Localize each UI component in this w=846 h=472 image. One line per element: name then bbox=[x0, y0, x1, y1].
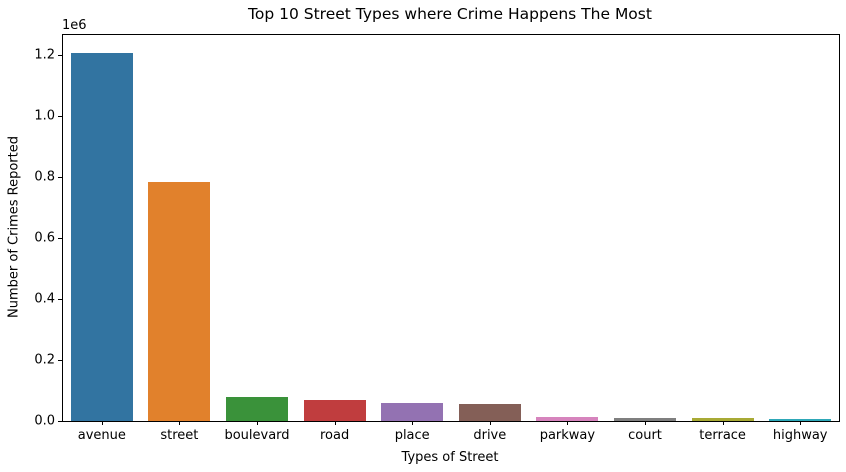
bar-court bbox=[613, 417, 677, 421]
y-tick-mark-0.8 bbox=[58, 176, 62, 178]
x-tick-mark-street bbox=[179, 421, 181, 425]
x-tick-mark-boulevard bbox=[257, 421, 258, 425]
y-tick-label-0.6: 0.6 bbox=[34, 230, 55, 246]
plot-area: 1e6 avenue street boulevard road place drive p… bbox=[34, 18, 840, 443]
x-tick-label-street: street bbox=[160, 428, 199, 443]
x-tick-mark-avenue bbox=[101, 421, 103, 425]
x-tick-label-parkway: parkway bbox=[539, 428, 596, 443]
x-tick-label-boulevard: boulevard bbox=[224, 428, 290, 443]
bar-road bbox=[303, 399, 366, 421]
x-tick-mark-terrace bbox=[722, 421, 724, 425]
y-tick-label-1.2: 1.2 bbox=[34, 47, 55, 63]
bar-parkway bbox=[536, 417, 599, 421]
x-tick-mark-road bbox=[334, 421, 336, 425]
bar-street bbox=[148, 182, 211, 421]
bar-place bbox=[381, 402, 444, 421]
x-tick-label-terrace: terrace bbox=[699, 428, 746, 443]
x-tick-label-road: road bbox=[319, 428, 350, 443]
y-axis-offset-label: 1e6 bbox=[62, 18, 87, 33]
y-tick-mark-1.0 bbox=[58, 115, 62, 117]
x-tick-mark-drive bbox=[489, 421, 491, 425]
y-tick-label-0.4: 0.4 bbox=[34, 291, 55, 307]
bar-terrace bbox=[691, 418, 754, 421]
x-tick-label-highway: highway bbox=[772, 428, 828, 443]
chart-title: Top 10 Street Types where Crime Happens … bbox=[248, 5, 652, 23]
y-tick-label-0.8: 0.8 bbox=[34, 169, 55, 185]
y-tick-mark-0.2 bbox=[58, 359, 62, 361]
x-tick-label-court: court bbox=[628, 428, 662, 443]
y-tick-mark-1.2 bbox=[58, 54, 62, 56]
x-tick-label-avenue: avenue bbox=[77, 428, 126, 443]
y-tick-mark-0.0 bbox=[58, 421, 62, 422]
bar-highway bbox=[769, 418, 832, 421]
y-axis-label: Number of Crimes Reported bbox=[6, 136, 22, 318]
y-tick-label-0.2: 0.2 bbox=[34, 352, 55, 368]
x-tick-label-place: place bbox=[394, 428, 430, 443]
bar-drive bbox=[458, 404, 521, 421]
y-tick-mark-0.6 bbox=[58, 237, 62, 239]
bar-boulevard bbox=[225, 396, 289, 421]
x-tick-mark-highway bbox=[800, 421, 802, 425]
x-tick-label-drive: drive bbox=[473, 428, 507, 443]
bar-avenue bbox=[70, 53, 133, 421]
x-axis-label: Types of Street bbox=[401, 450, 499, 465]
x-tick-mark-court bbox=[645, 421, 646, 425]
y-tick-label-1.0: 1.0 bbox=[34, 108, 55, 124]
y-tick-mark-0.4 bbox=[58, 298, 62, 300]
y-tick-label-0.0: 0.0 bbox=[34, 413, 55, 429]
x-tick-mark-parkway bbox=[567, 421, 569, 425]
x-tick-mark-place bbox=[412, 421, 414, 425]
